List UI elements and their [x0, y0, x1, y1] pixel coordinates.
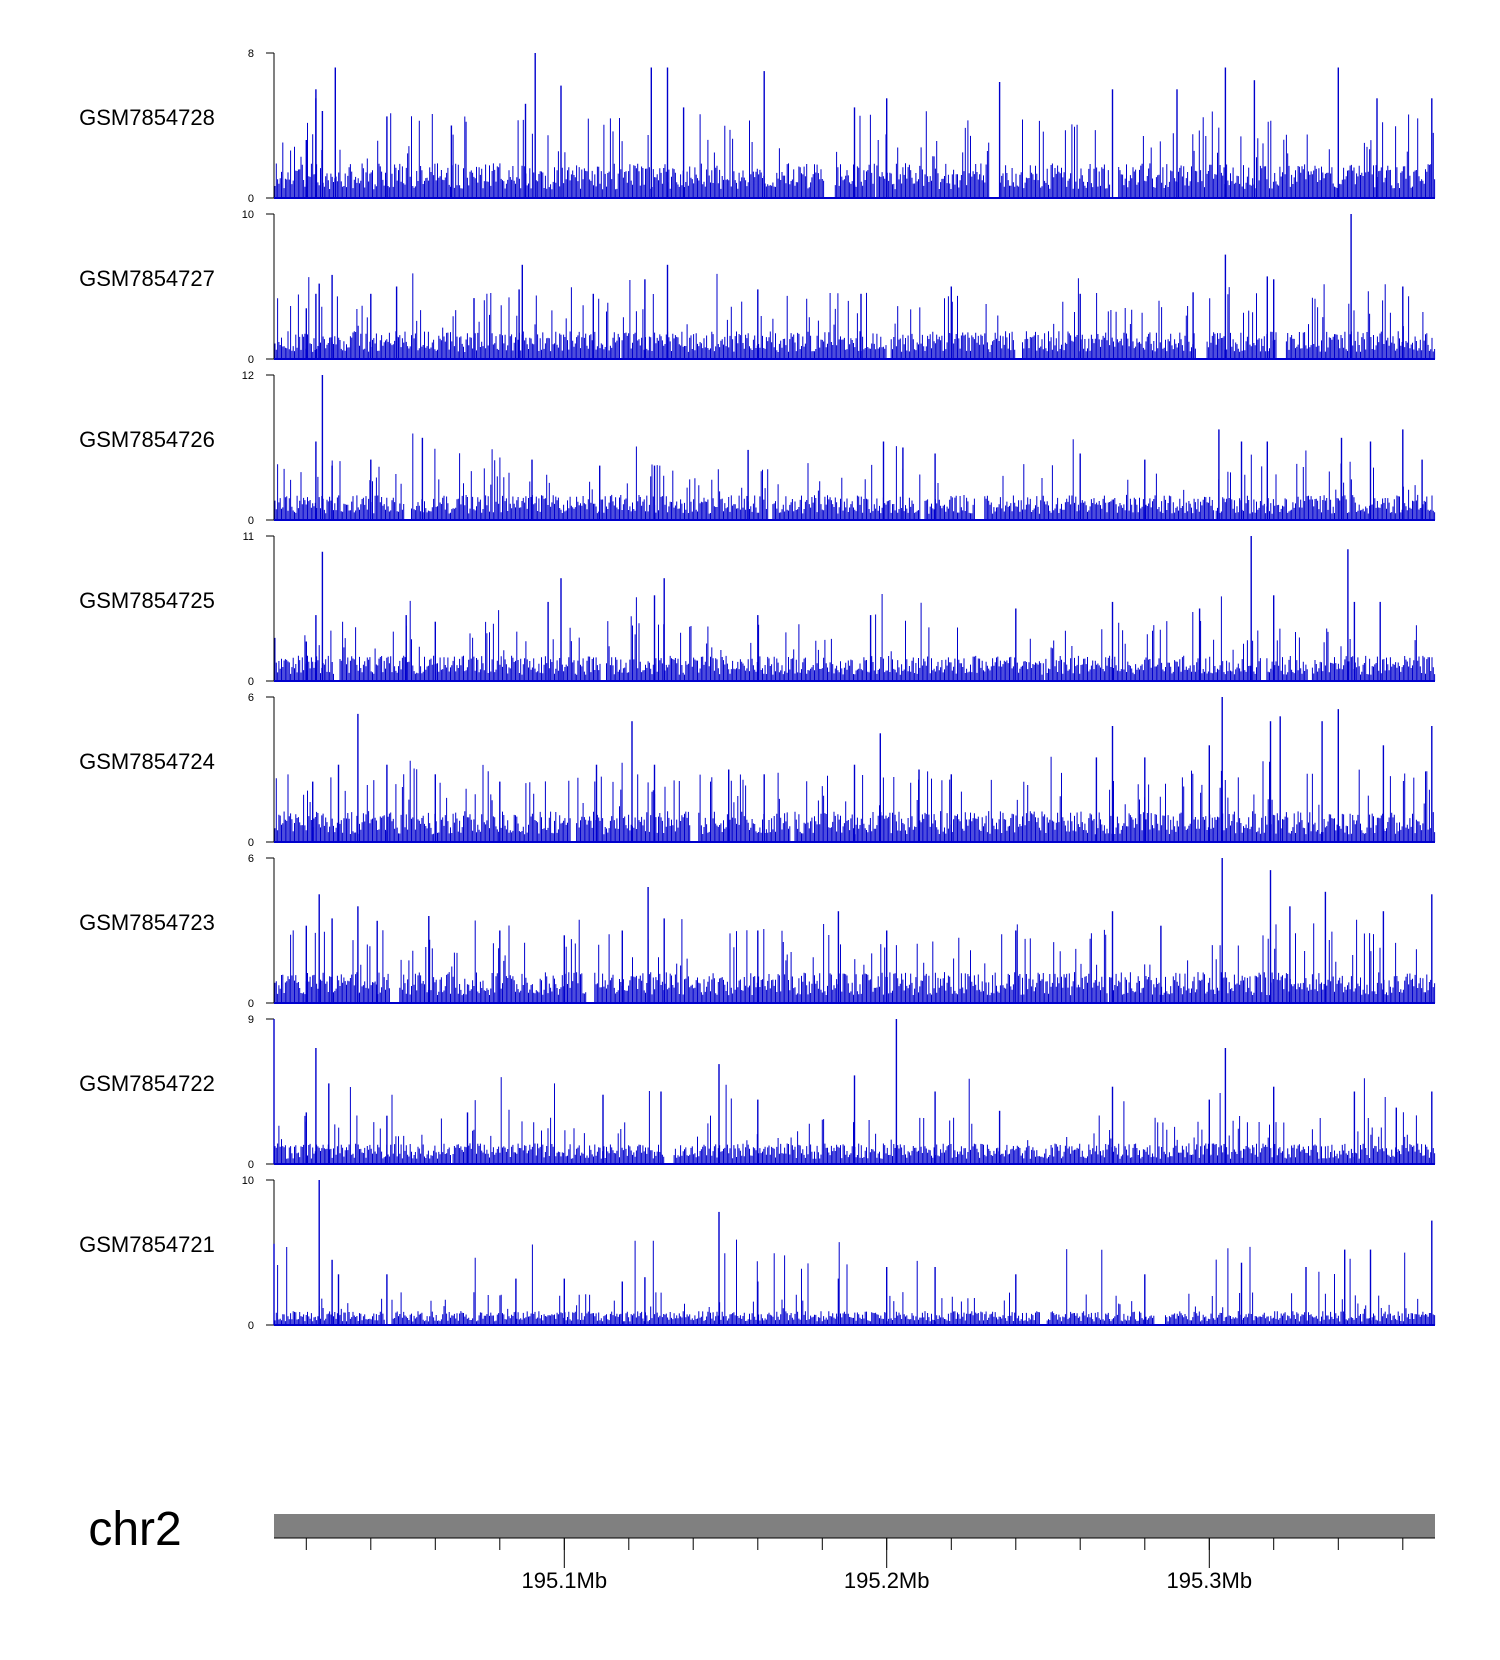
coverage-bars [274, 756, 1436, 842]
track-label: GSM7854721 [79, 1232, 215, 1257]
coverage-bars [274, 273, 1436, 359]
y-tick-label-max: 8 [248, 48, 254, 60]
track-label: GSM7854728 [79, 105, 215, 130]
coverage-bars [274, 433, 1436, 520]
coverage-bars [274, 1239, 1436, 1325]
y-tick-label-min: 0 [248, 998, 254, 1010]
y-tick-label-min: 0 [248, 193, 254, 205]
y-tick-label-max: 6 [248, 853, 254, 865]
chromosome-bar [274, 1514, 1435, 1538]
y-tick-label-min: 0 [248, 1320, 254, 1332]
track-label: GSM7854722 [79, 1071, 215, 1096]
y-tick-label-max: 9 [248, 1014, 254, 1026]
track-label: GSM7854724 [79, 749, 215, 774]
y-tick-label-max: 6 [248, 692, 254, 704]
track-label: GSM7854725 [79, 588, 215, 613]
y-tick-label-max: 12 [242, 370, 254, 382]
y-tick-label-max: 10 [242, 1175, 254, 1187]
x-tick-label: 195.1Mb [521, 1568, 607, 1593]
y-tick-label-min: 0 [248, 515, 254, 527]
y-tick-label-min: 0 [248, 1159, 254, 1171]
y-tick-label-max: 11 [243, 531, 254, 543]
track-label: GSM7854723 [79, 910, 215, 935]
y-tick-label-max: 10 [242, 209, 254, 221]
chromosome-label: chr2 [88, 1503, 181, 1556]
y-tick-label-min: 0 [248, 837, 254, 849]
y-tick-label-min: 0 [248, 354, 254, 366]
coverage-bars [274, 1077, 1436, 1164]
x-tick-label: 195.3Mb [1166, 1568, 1252, 1593]
track-label: GSM7854727 [79, 266, 215, 291]
track-label: GSM7854726 [79, 427, 215, 452]
coverage-bars [274, 594, 1436, 681]
x-tick-label: 195.2Mb [844, 1568, 930, 1593]
coverage-bars [274, 919, 1436, 1003]
y-tick-label-min: 0 [248, 676, 254, 688]
